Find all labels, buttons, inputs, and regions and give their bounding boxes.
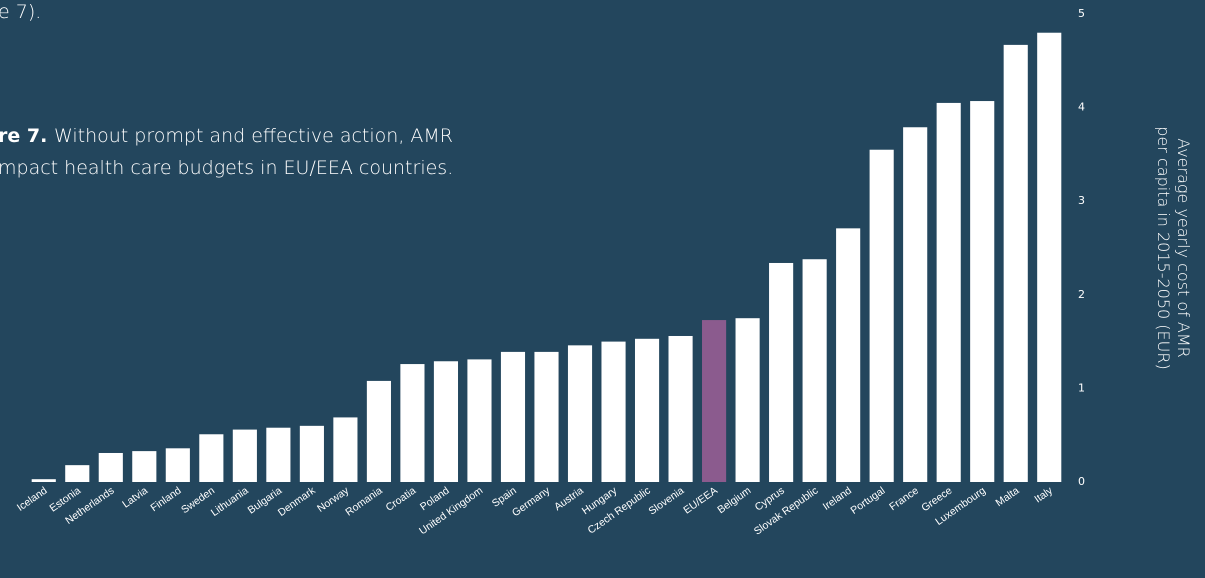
x-tick-group: Malta [994, 485, 1022, 510]
x-tick-group: Slovenia [646, 485, 686, 518]
x-tick-group: France [887, 485, 921, 514]
bar [132, 451, 157, 482]
x-tick-group: Germany [510, 484, 553, 519]
bar [601, 341, 626, 482]
bar [936, 102, 961, 483]
bar [534, 351, 559, 482]
x-tick-label: Germany [510, 484, 553, 519]
x-tick-label: Denmark [276, 484, 318, 519]
x-tick-group: Iceland [15, 485, 50, 514]
bar [433, 361, 459, 482]
bar [1037, 32, 1062, 482]
title-line: mpact health care budgets in EU/EEA coun… [0, 157, 453, 179]
x-tick-label: France [887, 485, 921, 514]
x-tick-label: Finland [148, 485, 183, 515]
x-tick-label: Belgium [715, 484, 753, 516]
y-tick-label: 4 [1078, 101, 1085, 114]
bar [634, 338, 660, 482]
x-tick-label: Croatia [384, 485, 419, 514]
bar [1003, 44, 1028, 482]
bar [31, 479, 56, 482]
y-tick-label: 3 [1078, 194, 1085, 207]
bar [668, 335, 693, 482]
x-tick-label: Latvia [120, 485, 150, 511]
x-tick-group: Croatia [384, 485, 419, 514]
bar [567, 345, 593, 482]
x-tick-label: Portugal [848, 485, 887, 517]
bar [702, 320, 727, 482]
x-tick-label: Iceland [15, 485, 50, 514]
bar [903, 127, 928, 483]
x-tick-group: EU/EEA [681, 485, 719, 517]
y-tick-label: 2 [1078, 288, 1085, 301]
y-tick-label: 1 [1078, 381, 1085, 394]
bar [970, 101, 995, 482]
x-tick-label: EU/EEA [681, 485, 719, 517]
bar [199, 434, 224, 482]
bar [165, 448, 190, 482]
y-tick-label: 5 [1078, 7, 1085, 20]
text-fragment: e 7). [0, 1, 41, 23]
bar [735, 318, 760, 482]
bar [836, 228, 861, 482]
x-tick-group: Portugal [848, 485, 887, 517]
bar [802, 259, 827, 482]
x-tick-group: Italy [1032, 484, 1055, 505]
bar [266, 427, 291, 482]
x-tick-group: Romania [343, 485, 384, 519]
bar [98, 452, 123, 482]
x-tick-label: Malta [994, 485, 1022, 510]
title-line: Without prompt and effective action, AMR [54, 125, 453, 147]
title-lead: re 7. [0, 125, 47, 147]
bar [333, 417, 358, 482]
x-tick-group: Lithuania [209, 485, 251, 519]
bar [400, 364, 425, 482]
bar [869, 149, 894, 482]
bar [299, 425, 324, 482]
bar [769, 262, 794, 482]
bar [232, 429, 257, 482]
x-tick-group: Denmark [276, 484, 318, 519]
x-tick-group: Finland [148, 485, 183, 515]
x-tick-label: Slovenia [646, 485, 686, 518]
bar [467, 359, 492, 482]
bar [65, 465, 90, 482]
y-axis-label: per capita in 2015-2050 (EUR) [1154, 126, 1173, 369]
y-axis-label: Average yearly cost of AMR [1174, 138, 1193, 358]
x-tick-label: Lithuania [209, 485, 251, 519]
bar [500, 351, 526, 482]
x-tick-group: Belgium [715, 484, 753, 516]
x-tick-group: Latvia [120, 485, 150, 511]
x-tick-label: Romania [343, 485, 384, 519]
x-tick-label: Italy [1032, 484, 1055, 505]
bar [366, 380, 391, 482]
y-tick-label: 0 [1078, 475, 1085, 488]
